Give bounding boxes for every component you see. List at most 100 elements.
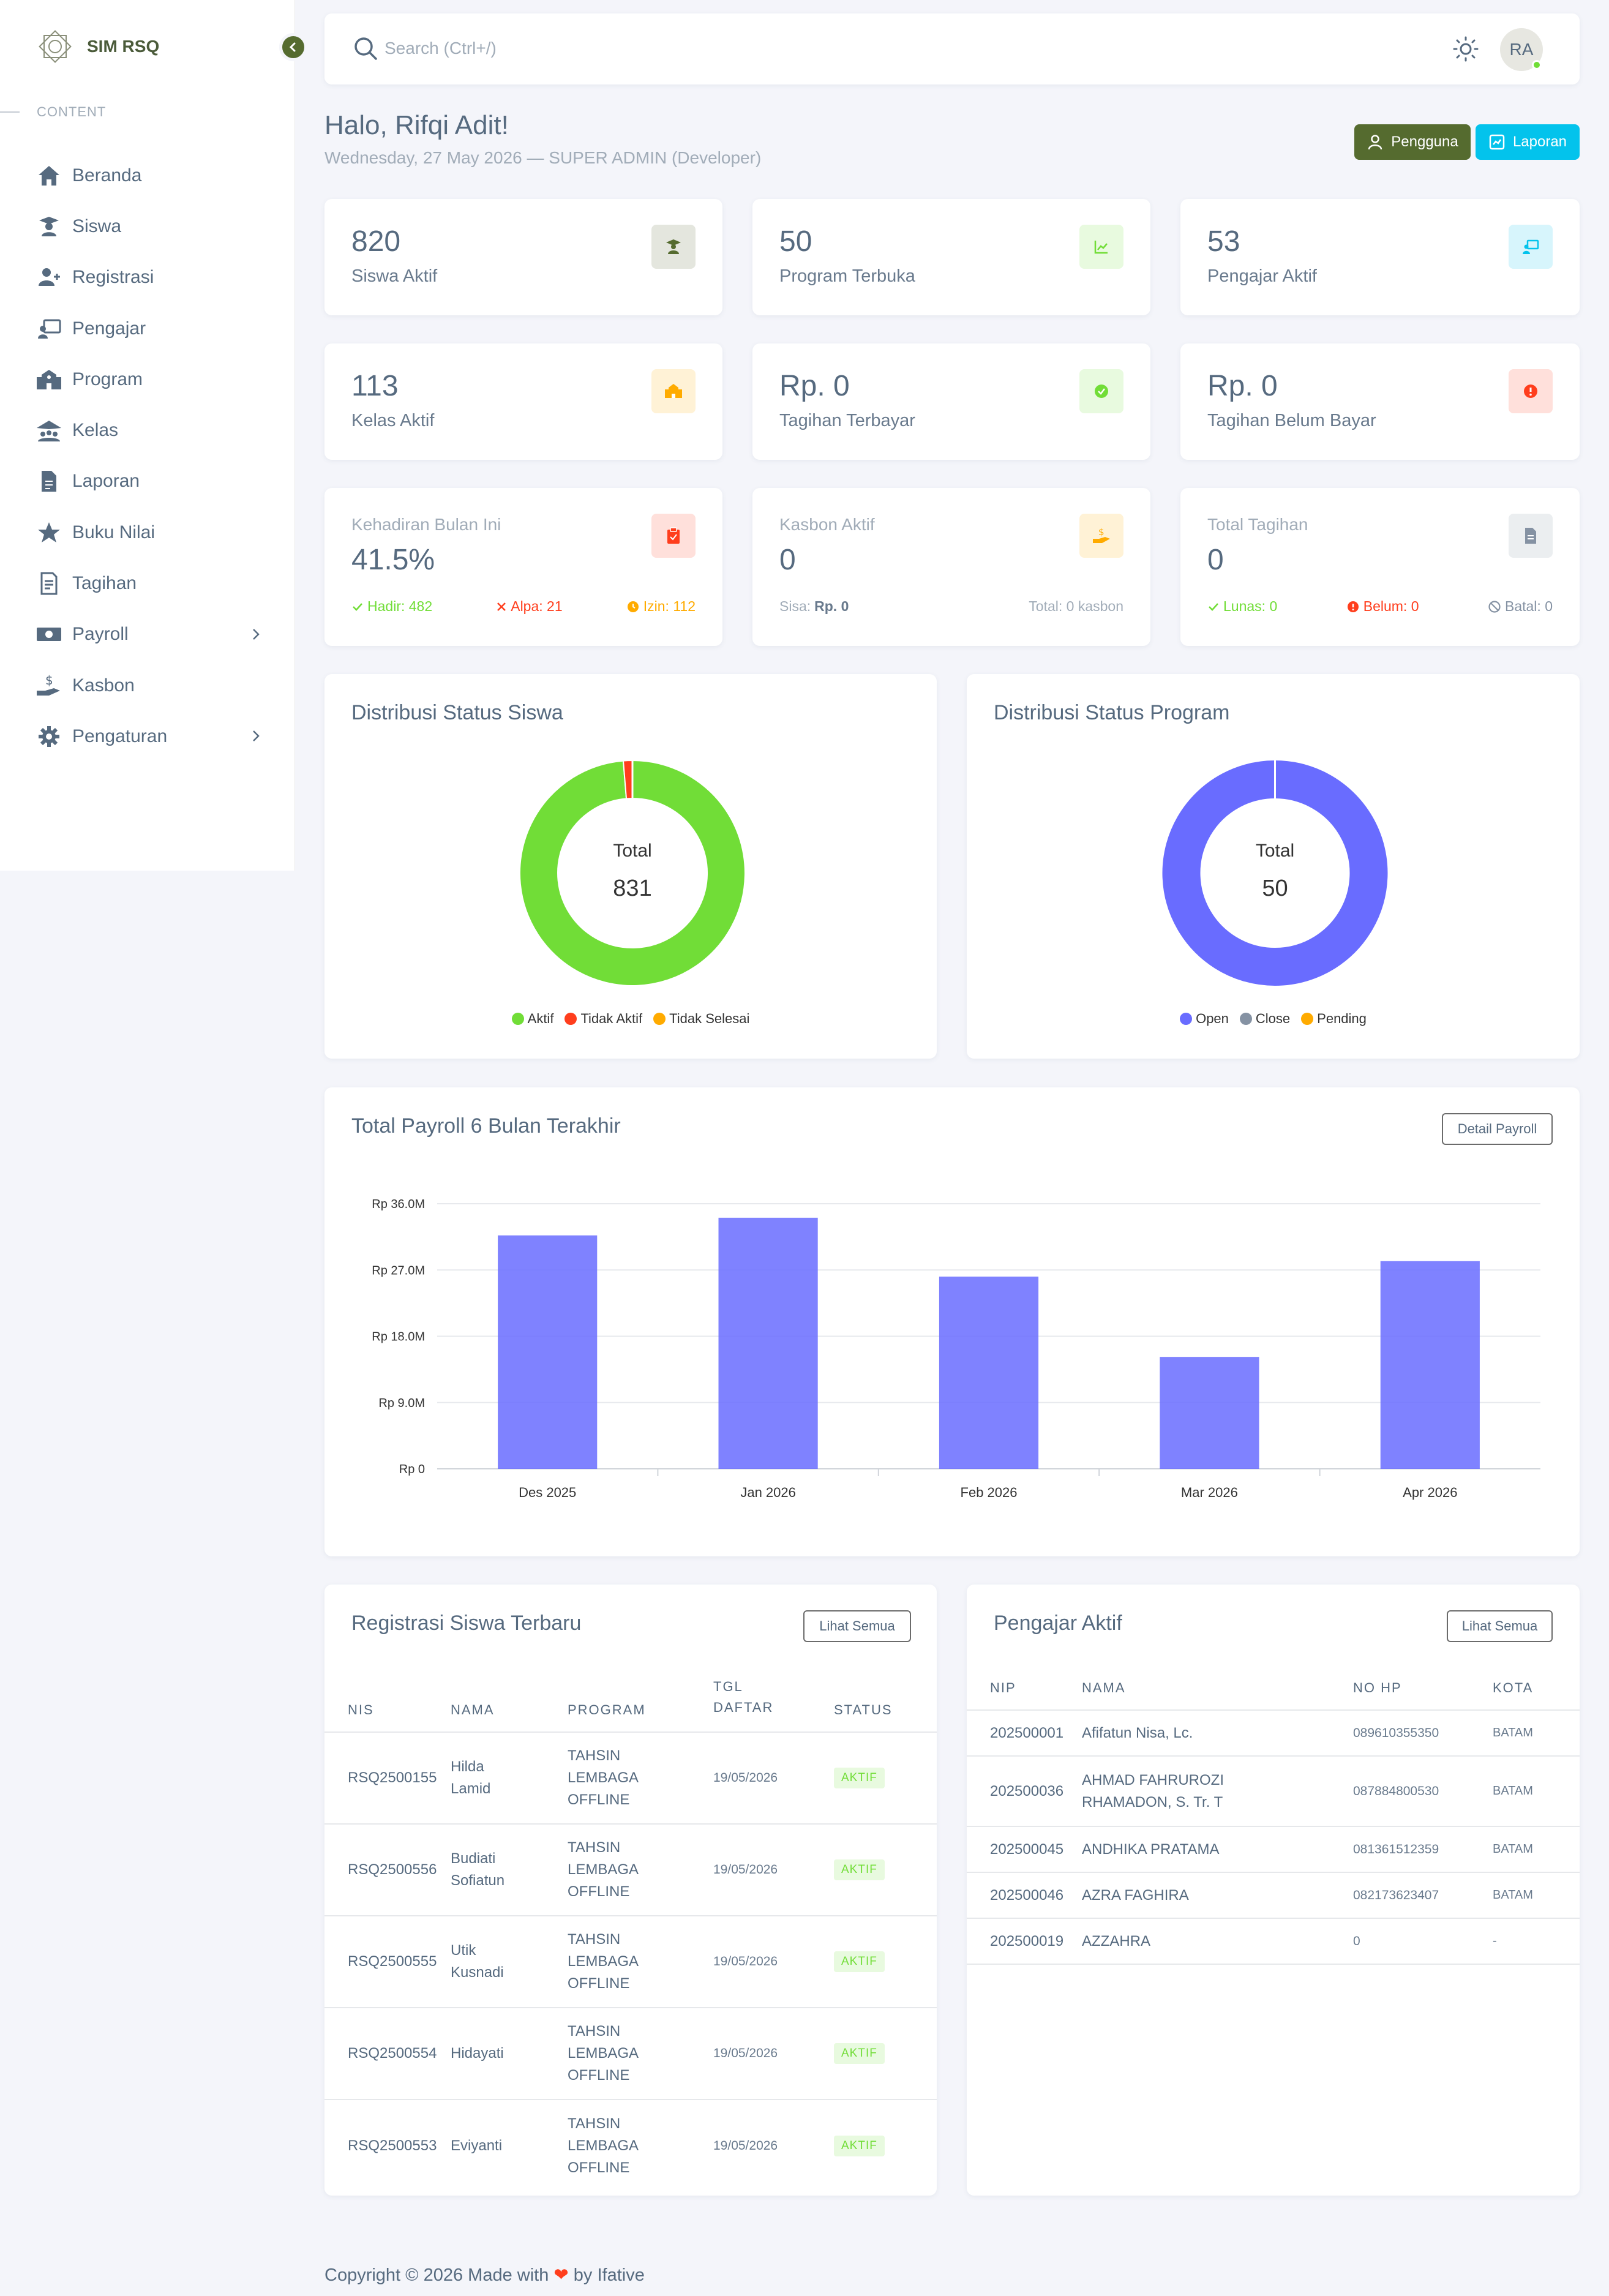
belum-text: Belum: 0: [1363, 598, 1419, 614]
heart-icon: ❤: [553, 2265, 569, 2285]
avatar[interactable]: RA: [1500, 28, 1543, 71]
nama-line: Budiati: [451, 1850, 496, 1867]
nis-cell: RSQ2500556: [324, 1823, 451, 1916]
legend-item-tidak-aktif[interactable]: Tidak Aktif: [564, 1011, 642, 1027]
table-row[interactable]: RSQ2500556 Budiati Sofiatun TAHSIN LEMBAGA OF…: [324, 1823, 937, 1916]
nama-cell: Utik Kusnadi: [451, 1915, 568, 2008]
student-icon: [34, 212, 64, 241]
student-icon: [651, 225, 696, 269]
table-row[interactable]: 202500001 Afifatun Nisa, Lc. 089610355350 B…: [967, 1709, 1580, 1756]
legend-item-aktif[interactable]: Aktif: [511, 1011, 553, 1027]
kota-cell: BATAM: [1493, 1826, 1580, 1872]
column-header: KOTA: [1493, 1680, 1534, 1695]
sun-icon[interactable]: [1452, 36, 1479, 62]
program-cell: TAHSIN LEMBAGA OFFLINE: [568, 2099, 713, 2191]
column-header: NAMA: [451, 1702, 495, 1717]
kasbon-value: 0: [779, 544, 796, 576]
nama-line: AHMAD FAHRUROZI: [1082, 1771, 1225, 1788]
program-cell: TAHSIN LEMBAGA OFFLINE: [568, 1731, 713, 1824]
program-slice[interactable]: [1162, 760, 1388, 986]
table-row[interactable]: 202500036 AHMAD FAHRUROZI RHAMADON, S. Tr.…: [967, 1755, 1580, 1826]
bar[interactable]: [718, 1217, 818, 1469]
siswa-slice[interactable]: [519, 759, 746, 986]
table-row[interactable]: 202500045 ANDHIKA PRATAMA 081361512359 BATA…: [967, 1826, 1580, 1872]
status-badge: AKTIF: [834, 1768, 885, 1788]
bar[interactable]: [1380, 1261, 1480, 1469]
program-line: TAHSIN: [568, 1931, 621, 1948]
sidebar-item-siswa[interactable]: Siswa: [0, 201, 295, 252]
lihat-semua-registrasi-button[interactable]: Lihat Semua: [803, 1610, 911, 1642]
legend-label: Open: [1196, 1011, 1229, 1026]
bar[interactable]: [498, 1235, 598, 1469]
stat-value: 53: [1207, 225, 1240, 258]
detail-payroll-button[interactable]: Detail Payroll: [1442, 1113, 1553, 1145]
sidebar-item-kelas[interactable]: Kelas: [0, 405, 295, 456]
sidebar-item-pengajar[interactable]: Pengajar: [0, 303, 295, 354]
kehadiran-value: 41.5%: [351, 544, 435, 576]
legend-dot: [1239, 1013, 1252, 1025]
status-badge: AKTIF: [834, 1859, 885, 1880]
search-icon[interactable]: [353, 36, 378, 61]
laporan-button[interactable]: Laporan: [1476, 124, 1580, 160]
table-row[interactable]: RSQ2500155 Hilda Lamid TAHSIN LEMBAGA OFFLINE…: [324, 1731, 937, 1824]
school-icon: [651, 369, 696, 413]
status-badge: AKTIF: [834, 2135, 885, 2156]
footer-author[interactable]: Ifative: [597, 2265, 645, 2285]
page-subtitle: Wednesday, 27 May 2026 — SUPER ADMIN (De…: [324, 148, 762, 167]
stat-card-program-terbuka: 50 Program Terbuka: [752, 199, 1150, 315]
stat-label: Kelas Aktif: [351, 411, 435, 430]
search-input[interactable]: [384, 34, 936, 62]
sidebar-item-registrasi[interactable]: Registrasi: [0, 252, 295, 303]
legend-item-open[interactable]: Open: [1180, 1011, 1229, 1027]
sidebar-item-pengaturan[interactable]: Pengaturan: [0, 711, 295, 762]
nama-line: Kusnadi: [451, 1964, 504, 1981]
program-line: OFFLINE: [568, 2067, 630, 2084]
bar[interactable]: [1160, 1357, 1259, 1469]
sidebar-item-label: Beranda: [72, 165, 142, 186]
pengajar-card: Pengajar Aktif Lihat Semua NIP NAMA NO H…: [967, 1585, 1580, 2196]
y-tick-label: Rp 0: [399, 1463, 425, 1476]
table-row[interactable]: RSQ2500554 Hidayati TAHSIN LEMBAGA OFFLINE 19…: [324, 2007, 937, 2099]
pengguna-button-label: Pengguna: [1391, 133, 1458, 150]
lihat-semua-pengajar-button[interactable]: Lihat Semua: [1447, 1610, 1553, 1642]
ban-icon: [1488, 600, 1501, 613]
nis-cell: RSQ2500155: [324, 1731, 451, 1824]
sidebar-collapse-button[interactable]: [279, 33, 307, 61]
chevron-right-icon: [253, 628, 260, 640]
nama-cell: ANDHIKA PRATAMA: [1082, 1826, 1353, 1872]
kota-cell: BATAM: [1493, 1872, 1580, 1918]
sidebar-item-kasbon[interactable]: $ Kasbon: [0, 660, 295, 711]
user-icon: [1368, 135, 1382, 150]
batal-stat: Batal: 0: [1488, 598, 1553, 615]
table-row[interactable]: 202500046 AZRA FAGHIRA 082173623407 BATAM: [967, 1872, 1580, 1918]
table-row[interactable]: RSQ2500553 Eviyanti TAHSIN LEMBAGA OFFLINE 19…: [324, 2099, 937, 2191]
table-row[interactable]: 202500019 AZZAHRA 0-: [967, 1918, 1580, 1964]
sidebar-item-beranda[interactable]: Beranda: [0, 150, 295, 201]
sidebar-item-buku-nilai[interactable]: Buku Nilai: [0, 507, 295, 558]
sidebar-item-program[interactable]: Program: [0, 354, 295, 405]
status-badge: AKTIF: [834, 2043, 885, 2064]
sidebar-item-label: Registrasi: [72, 267, 154, 288]
card-title: Pengajar Aktif: [994, 1611, 1122, 1635]
pengguna-button[interactable]: Pengguna: [1354, 124, 1471, 160]
sidebar-item-laporan[interactable]: Laporan: [0, 456, 295, 507]
kasbon-card: Kasbon Aktif 0 $ Sisa: Rp. 0 Total: 0 ka…: [752, 488, 1150, 646]
sidebar-item-label: Kasbon: [72, 675, 135, 696]
column-header: PROGRAM: [568, 1702, 646, 1717]
program-line: LEMBAGA: [568, 1769, 639, 1786]
table-row[interactable]: RSQ2500555 Utik Kusnadi TAHSIN LEMBAGA OFFLIN…: [324, 1915, 937, 2008]
kehadiran-label: Kehadiran Bulan Ini: [351, 515, 501, 534]
legend-item-tidak-selesai[interactable]: Tidak Selesai: [653, 1011, 749, 1027]
stat-label: Tagihan Belum Bayar: [1207, 411, 1376, 430]
brand[interactable]: SIM RSQ: [36, 27, 159, 66]
legend-item-close[interactable]: Close: [1239, 1011, 1290, 1027]
stat-label: Pengajar Aktif: [1207, 266, 1317, 286]
nip-cell: 202500046: [967, 1872, 1082, 1918]
legend-dot: [1180, 1013, 1193, 1025]
nama-cell: Afifatun Nisa, Lc.: [1082, 1709, 1353, 1756]
sidebar-item-tagihan[interactable]: Tagihan: [0, 558, 295, 609]
nip-cell: 202500045: [967, 1826, 1082, 1872]
bar[interactable]: [939, 1277, 1039, 1469]
sidebar-item-payroll[interactable]: Payroll: [0, 609, 295, 660]
legend-item-pending[interactable]: Pending: [1301, 1011, 1367, 1027]
